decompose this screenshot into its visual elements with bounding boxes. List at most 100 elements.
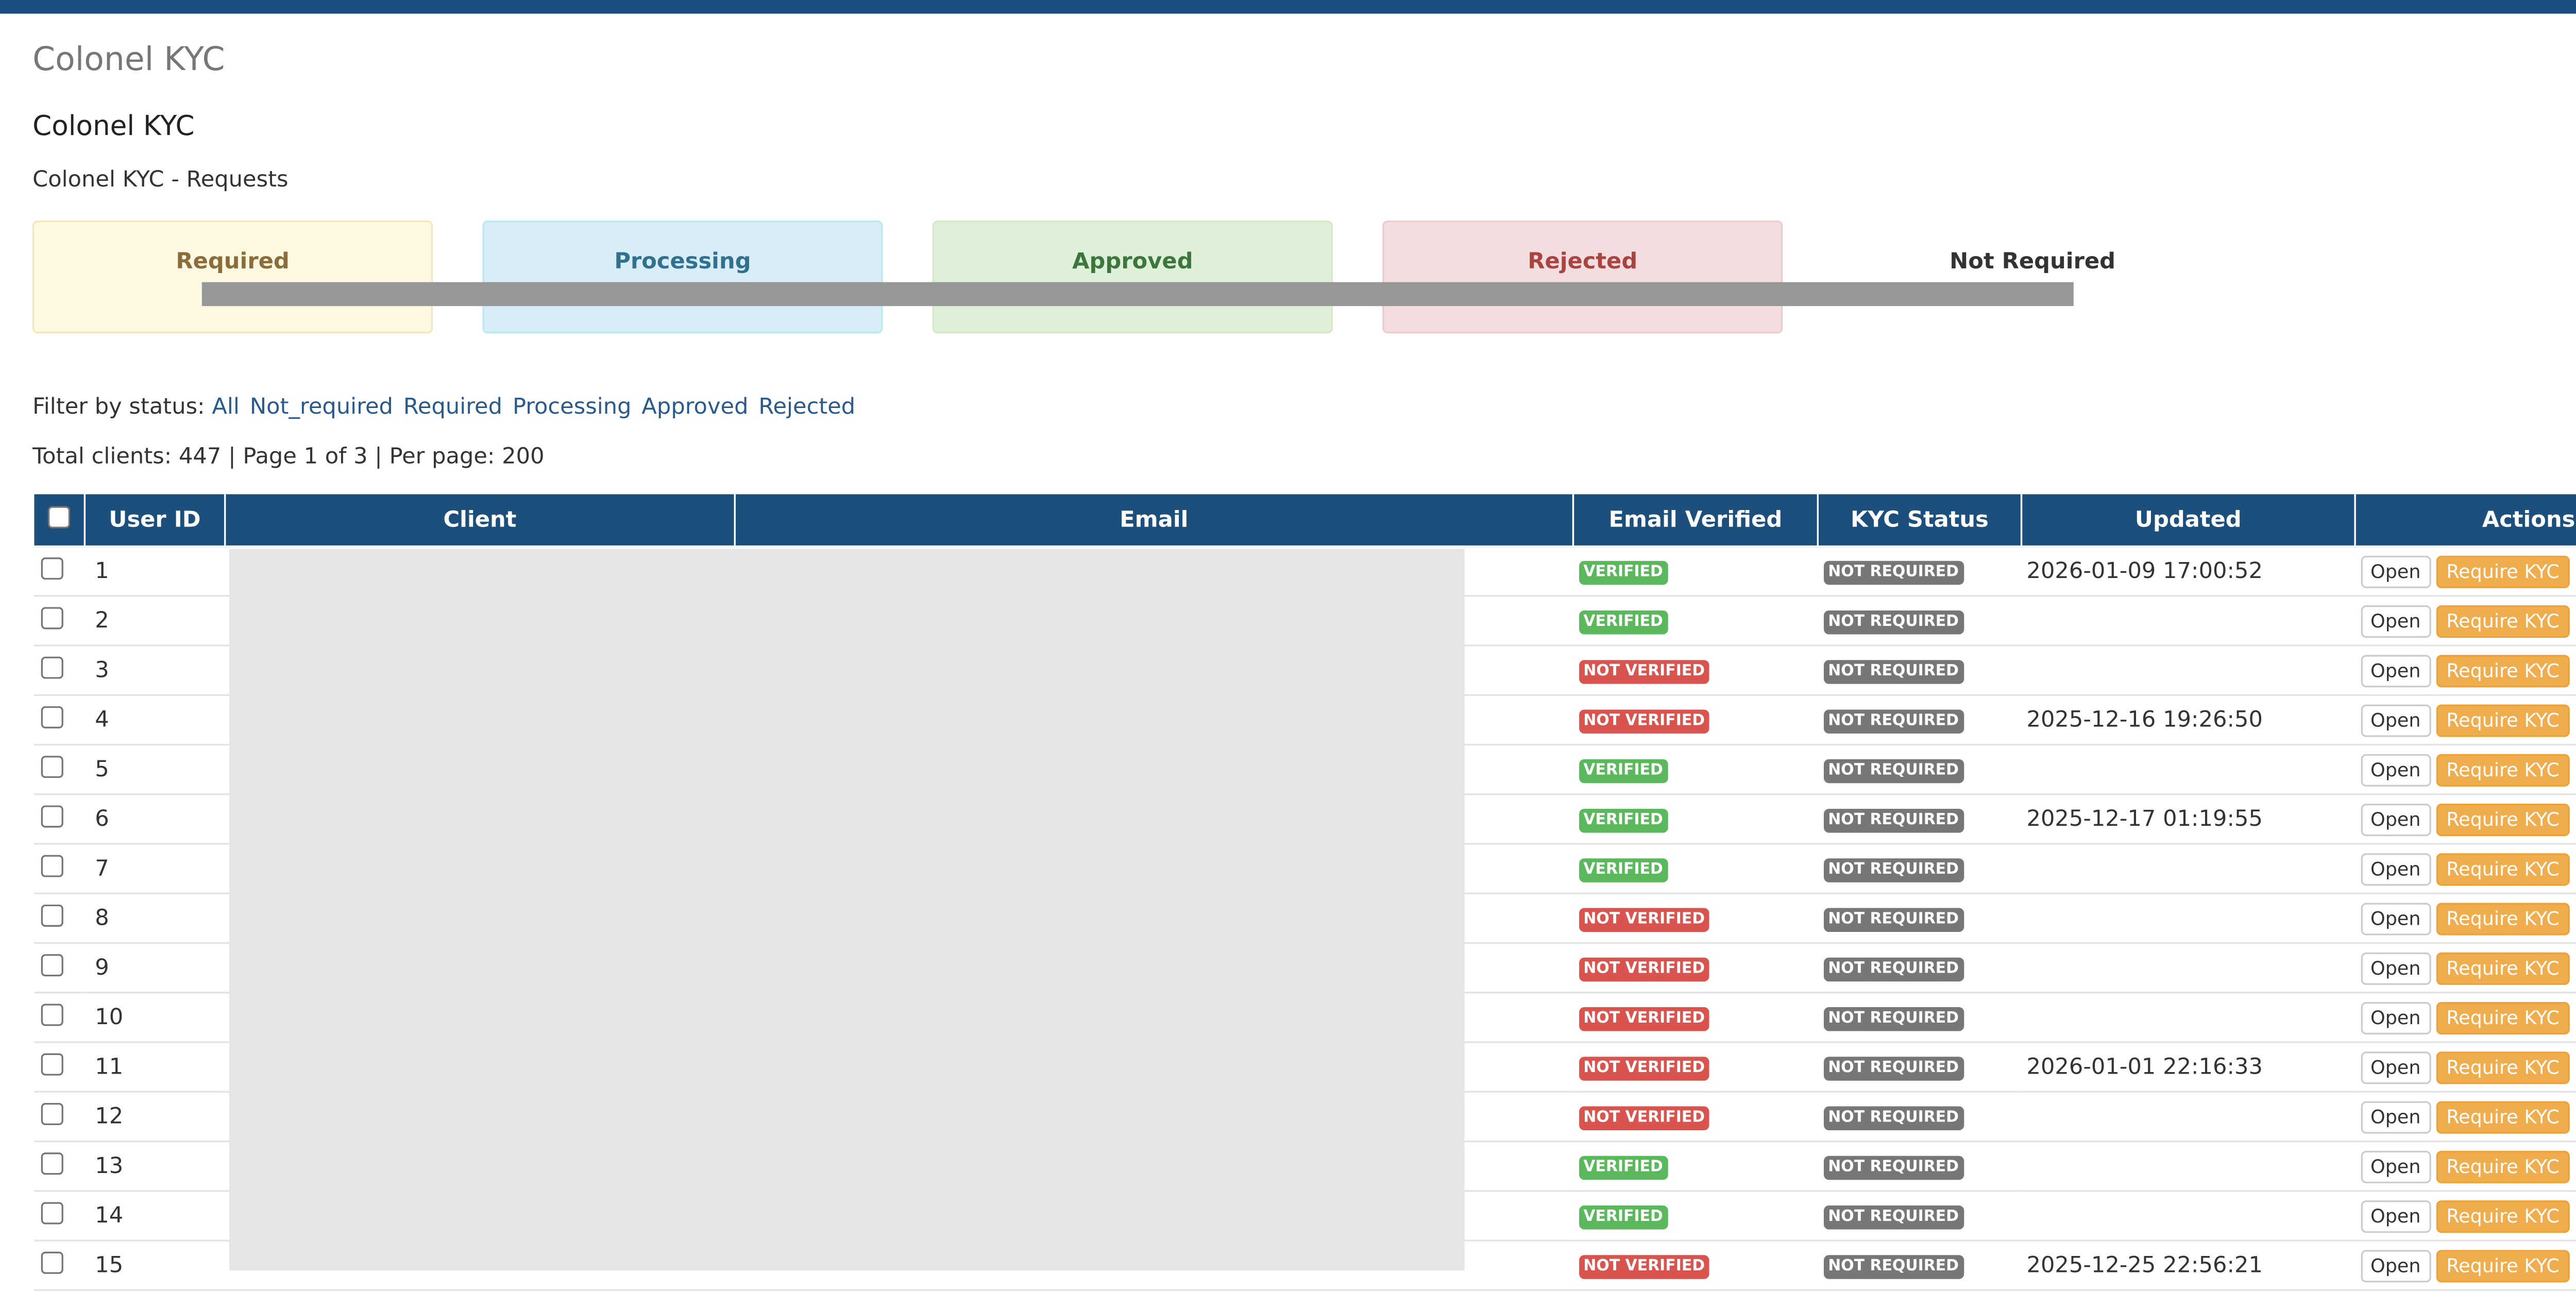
kyc-status: NOT REQUIRED [1818, 943, 2022, 994]
summary: Total clients: 447 | Page 1 of 3 | Per p… [32, 444, 545, 470]
verified-badge: VERIFIED [1578, 1156, 1668, 1180]
row-checkbox[interactable] [40, 556, 63, 579]
kyc-badge: NOT REQUIRED [1823, 1057, 1964, 1081]
row-checkbox[interactable] [40, 705, 63, 728]
status-card[interactable]: Processing [482, 220, 883, 334]
row-checkbox[interactable] [40, 1003, 63, 1025]
require-kyc-button[interactable]: Require KYC [2436, 902, 2570, 935]
column-header: Updated [2020, 492, 2356, 548]
filter-link[interactable]: Approved [641, 395, 749, 421]
open-button[interactable]: Open [2360, 1001, 2431, 1034]
column-header: Email [734, 492, 1574, 548]
row-checkbox[interactable] [40, 755, 63, 777]
row-checkbox[interactable] [40, 655, 63, 678]
user-id: 13 [84, 1141, 225, 1192]
open-button[interactable]: Open [2360, 902, 2431, 935]
user-id: 10 [84, 992, 225, 1043]
email-verified: NOT VERIFIED [1573, 992, 1818, 1043]
kyc-badge: NOT REQUIRED [1823, 957, 1964, 982]
select-cell [33, 1042, 85, 1093]
kyc-status: NOT REQUIRED [1818, 794, 2022, 845]
updated: 2025-12-25 22:56:21 [2021, 1241, 2355, 1291]
row-checkbox[interactable] [40, 953, 63, 976]
updated: 2026-01-01 22:16:33 [2021, 1042, 2355, 1093]
require-kyc-button[interactable]: Require KYC [2436, 1050, 2570, 1083]
open-button[interactable]: Open [2360, 604, 2431, 637]
page-title: Colonel KYC [32, 41, 225, 79]
row-checkbox[interactable] [40, 804, 63, 827]
require-kyc-button[interactable]: Require KYC [2436, 1001, 2570, 1034]
filter-link[interactable]: All [212, 395, 240, 421]
updated: 2025-12-16 19:26:50 [2021, 695, 2355, 746]
updated: 2026-01-09 17:00:52 [2021, 546, 2355, 597]
select-all[interactable] [32, 492, 86, 548]
status-card[interactable]: Approved [932, 220, 1333, 334]
column-header: User ID [83, 492, 226, 548]
kyc-badge: NOT REQUIRED [1823, 1106, 1964, 1130]
verified-badge: NOT VERIFIED [1578, 908, 1710, 932]
require-kyc-button[interactable]: Require KYC [2436, 952, 2570, 984]
open-button[interactable]: Open [2360, 852, 2431, 885]
filter-link[interactable]: Required [403, 395, 503, 421]
row-checkbox[interactable] [40, 904, 63, 926]
verified-badge: NOT VERIFIED [1578, 709, 1710, 734]
require-kyc-button[interactable]: Require KYC [2436, 753, 2570, 786]
verified-badge: NOT VERIFIED [1578, 1007, 1710, 1031]
open-button[interactable]: Open [2360, 1249, 2431, 1282]
open-button[interactable]: Open [2360, 654, 2431, 687]
redacted-area [229, 549, 1465, 1271]
row-checkbox[interactable] [40, 1102, 63, 1125]
filter-link[interactable]: Rejected [758, 395, 856, 421]
updated [2021, 744, 2355, 795]
open-button[interactable]: Open [2360, 1150, 2431, 1183]
require-kyc-button[interactable]: Require KYC [2436, 1150, 2570, 1183]
user-id: 4 [84, 695, 225, 746]
require-kyc-button[interactable]: Require KYC [2436, 1249, 2570, 1282]
open-button[interactable]: Open [2360, 1100, 2431, 1133]
row-checkbox[interactable] [40, 854, 63, 877]
filter-link[interactable]: Processing [512, 395, 632, 421]
select-cell [33, 744, 85, 795]
row-checkbox[interactable] [40, 606, 63, 628]
open-button[interactable]: Open [2360, 803, 2431, 836]
open-button[interactable]: Open [2360, 952, 2431, 984]
email-verified: VERIFIED [1573, 1191, 1818, 1242]
require-kyc-button[interactable]: Require KYC [2436, 555, 2570, 588]
row-checkbox[interactable] [40, 1250, 63, 1273]
verified-badge: VERIFIED [1578, 808, 1668, 833]
progress-bar [201, 282, 2074, 307]
select-all-checkbox[interactable] [47, 505, 71, 528]
open-button[interactable]: Open [2360, 1199, 2431, 1232]
require-kyc-button[interactable]: Require KYC [2436, 604, 2570, 637]
verified-badge: VERIFIED [1578, 610, 1668, 635]
require-kyc-button[interactable]: Require KYC [2436, 703, 2570, 736]
require-kyc-button[interactable]: Require KYC [2436, 654, 2570, 687]
status-card[interactable]: Rejected [1382, 220, 1783, 334]
status-card[interactable]: Required [32, 220, 433, 334]
status-card[interactable]: Not Required [1950, 249, 2116, 276]
open-button[interactable]: Open [2360, 753, 2431, 786]
kyc-badge: NOT REQUIRED [1823, 908, 1964, 932]
row-checkbox[interactable] [40, 1052, 63, 1075]
kyc-status: NOT REQUIRED [1818, 1290, 2022, 1291]
row-checkbox[interactable] [40, 1201, 63, 1224]
filter-link[interactable]: Not_required [249, 395, 393, 421]
open-button[interactable]: Open [2360, 1050, 2431, 1083]
require-kyc-button[interactable]: Require KYC [2436, 803, 2570, 836]
email-verified: NOT VERIFIED [1573, 893, 1818, 944]
updated [2021, 645, 2355, 696]
open-button[interactable]: Open [2360, 703, 2431, 736]
email-verified: VERIFIED [1573, 596, 1818, 647]
column-header: KYC Status [1817, 492, 2023, 548]
open-button[interactable]: Open [2360, 555, 2431, 588]
verified-badge: VERIFIED [1578, 759, 1668, 784]
require-kyc-button[interactable]: Require KYC [2436, 1100, 2570, 1133]
require-kyc-button[interactable]: Require KYC [2436, 1199, 2570, 1232]
row-checkbox[interactable] [40, 1151, 63, 1174]
kyc-badge: NOT REQUIRED [1823, 858, 1964, 882]
require-kyc-button[interactable]: Require KYC [2436, 852, 2570, 885]
user-id: 7 [84, 844, 225, 894]
